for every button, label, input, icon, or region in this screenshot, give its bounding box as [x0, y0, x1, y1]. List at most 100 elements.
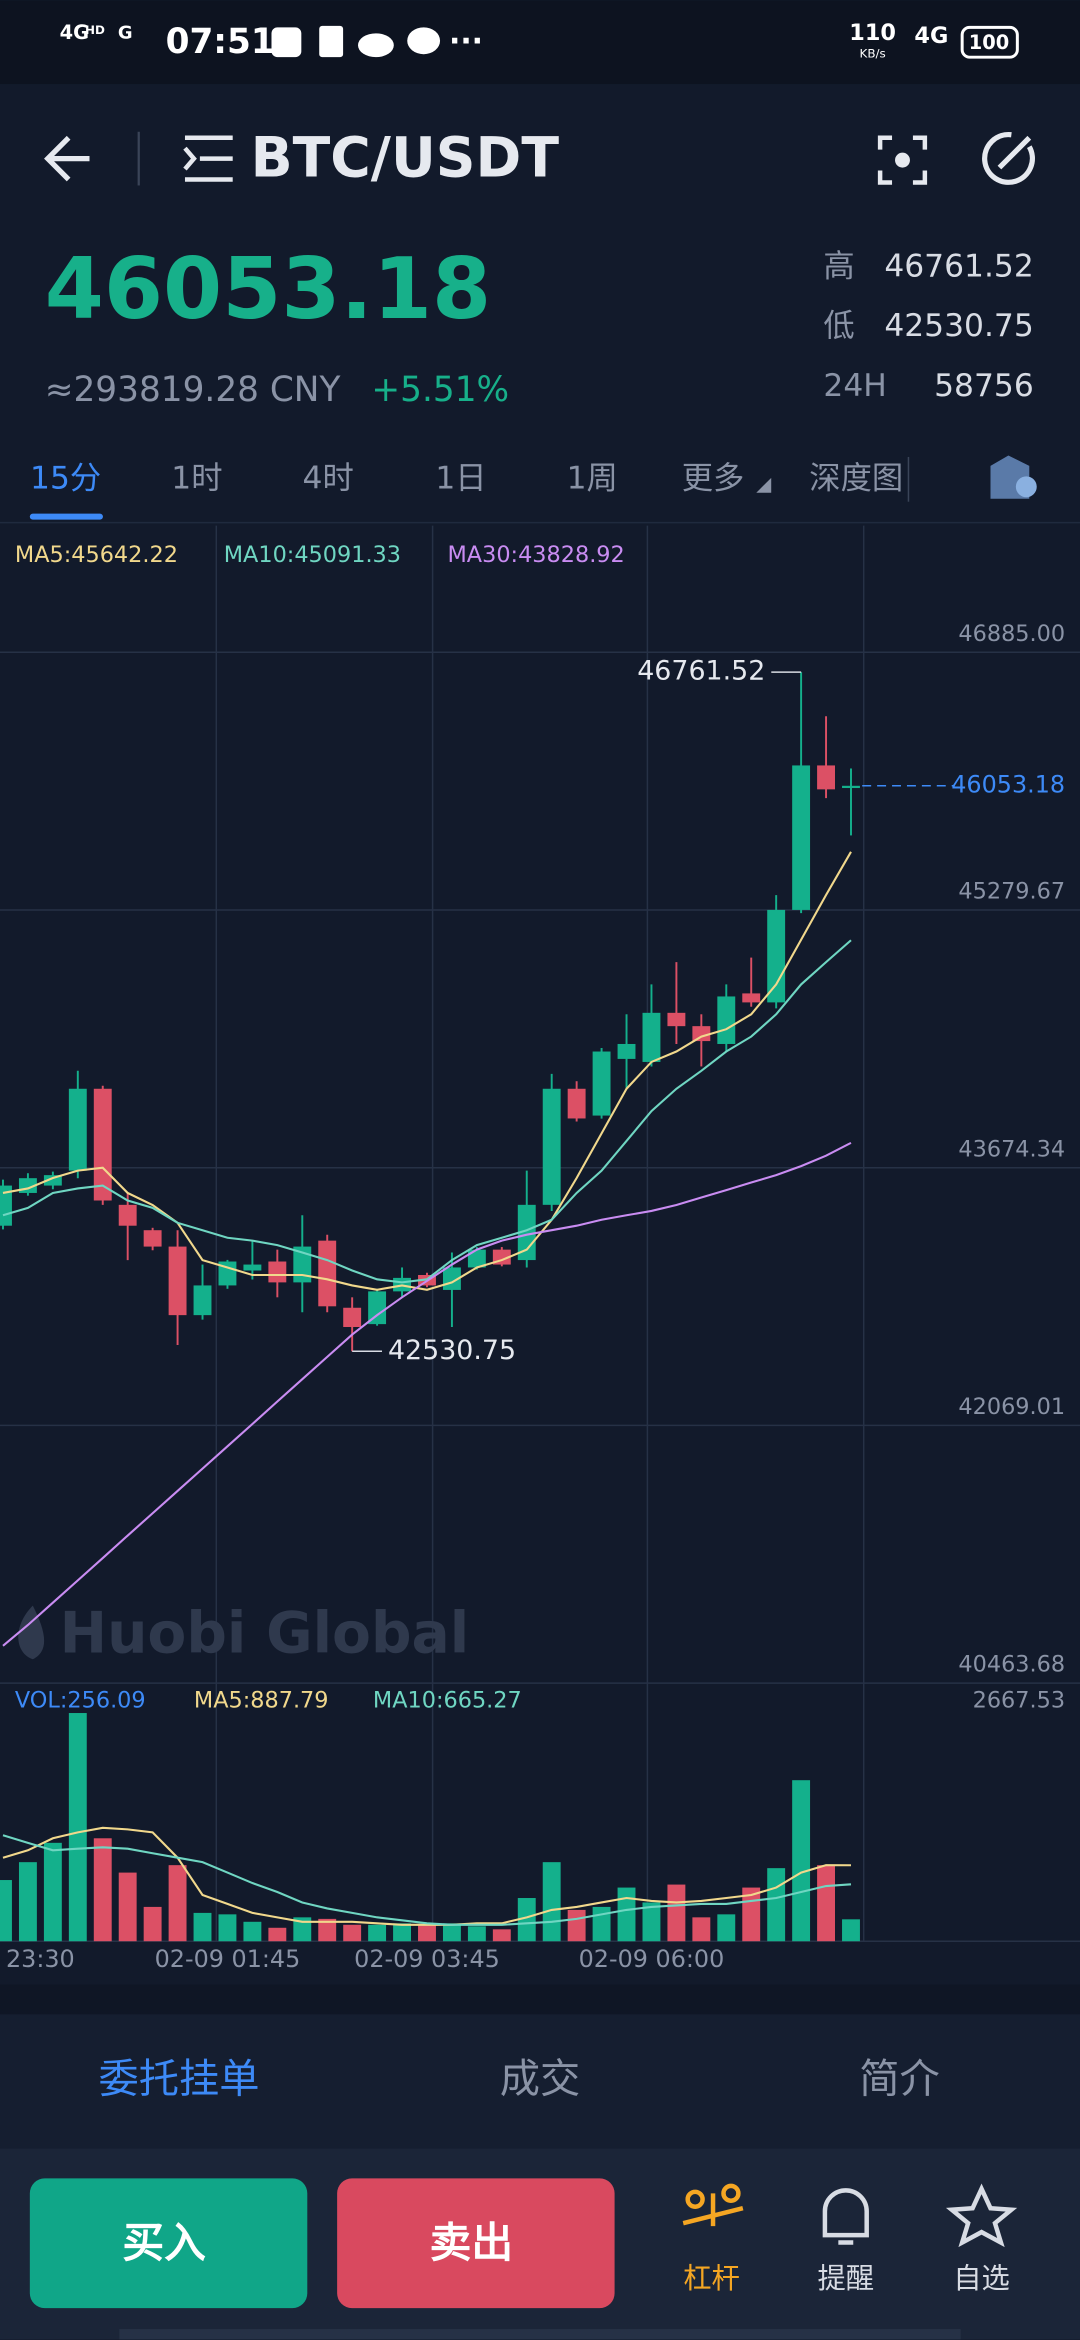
- candle-body: [218, 1261, 237, 1286]
- volume-bar: [168, 1865, 187, 1942]
- volume-bar: [293, 1917, 312, 1942]
- ma-line: [2, 851, 852, 1291]
- more-tab[interactable]: 更多: [682, 460, 745, 496]
- nav-label[interactable]: 自选: [953, 2262, 1010, 2295]
- volume-bar: [542, 1862, 561, 1942]
- pair: BTC/USDT: [251, 127, 560, 191]
- spacer: [0, 1984, 1080, 2015]
- home-indicator: [119, 2329, 961, 2340]
- ma-legend: MA5:45642.22: [15, 542, 178, 568]
- candle-body: [517, 1204, 536, 1261]
- x-tick-label: 23:30: [6, 1945, 75, 1973]
- candle-body: [93, 1088, 112, 1201]
- y-tick-label: 40463.68: [958, 1652, 1065, 1678]
- watermark-logo: [18, 1605, 45, 1660]
- ma-line: [2, 939, 852, 1284]
- volume-bar: [492, 1929, 511, 1942]
- leverage-icon-dot: [685, 2189, 705, 2209]
- watermark: Huobi Global: [60, 1601, 470, 1667]
- vol-legend: MA10:665.27: [373, 1688, 522, 1714]
- vol-ma-line: [2, 1826, 851, 1926]
- music-icon: [271, 27, 302, 58]
- candle-body: [817, 765, 836, 790]
- change: +5.51%: [371, 370, 509, 410]
- buy-button[interactable]: [29, 2178, 308, 2309]
- candle-body: [467, 1249, 486, 1268]
- volume-bar: [418, 1924, 436, 1942]
- sell-button[interactable]: [337, 2178, 615, 2309]
- interval-tab[interactable]: 1时: [171, 460, 222, 496]
- share-icon[interactable]: [982, 131, 1035, 185]
- bell-icon: [822, 2188, 869, 2245]
- candle-body: [143, 1230, 162, 1247]
- last-price: 46053.18: [45, 240, 491, 339]
- candle-body: [193, 1285, 212, 1316]
- volume-bar: [43, 1842, 62, 1942]
- volume-bar: [567, 1909, 586, 1942]
- candle-body: [268, 1261, 287, 1283]
- volume-bar: [243, 1921, 262, 1942]
- stat-label: 高: [823, 249, 854, 285]
- ma-legend: MA30:43828.92: [448, 542, 625, 568]
- candle-body: [68, 1088, 87, 1171]
- candle-body: [692, 1026, 711, 1042]
- vertical-grid: [215, 525, 865, 1942]
- star-icon: [945, 2183, 1018, 2248]
- more-dots: ···: [449, 24, 483, 59]
- volume-bar: [193, 1912, 212, 1942]
- stat-label: 低: [823, 308, 854, 344]
- candle-body: [318, 1240, 337, 1307]
- bottom-tab[interactable]: 委托挂单: [98, 2056, 259, 2102]
- interval-tab[interactable]: 4时: [303, 460, 354, 496]
- time: 07:51: [166, 22, 275, 62]
- volume-bar: [442, 1923, 461, 1942]
- candle-body: [542, 1088, 561, 1205]
- battery-level: 100: [969, 31, 1009, 54]
- volume-bar: [592, 1906, 611, 1942]
- scan-icon[interactable]: [877, 135, 928, 185]
- candle-body: [792, 765, 811, 910]
- nav-label[interactable]: 杠杆: [683, 2262, 740, 2295]
- cloud-icon: [358, 33, 394, 58]
- candle-body: [118, 1204, 137, 1226]
- candle-body: [43, 1175, 62, 1186]
- volume-bar: [467, 1926, 486, 1942]
- menu-icon[interactable]: [183, 135, 233, 182]
- nav-label[interactable]: 提醒: [817, 2262, 874, 2295]
- bottom-tabs: [0, 2014, 1080, 2149]
- candle-body: [767, 909, 786, 1003]
- vol-ma-line: [2, 1834, 852, 1926]
- leverage-icon-dot: [721, 2183, 741, 2204]
- cny-price: ≈293819.28 CNY: [45, 370, 342, 410]
- interval-tab[interactable]: 1日: [435, 460, 486, 496]
- back-button[interactable]: [44, 135, 90, 182]
- candle-body: [293, 1246, 312, 1283]
- volume-bar: [268, 1927, 287, 1942]
- candle-body: [368, 1291, 387, 1325]
- volume-bar: [18, 1862, 37, 1942]
- status-bar: [0, 0, 1080, 85]
- scan-dot: [895, 152, 910, 168]
- interval-tab[interactable]: 15分: [30, 460, 101, 496]
- volume-bar: [343, 1924, 362, 1942]
- volume-bar: [118, 1872, 137, 1942]
- leverage-icon: [682, 2193, 744, 2227]
- sell-label: 卖出: [430, 2218, 513, 2267]
- last-price-label: 46053.18: [951, 770, 1065, 798]
- task-icon: [319, 25, 344, 58]
- interval-tab[interactable]: 1周: [567, 460, 618, 496]
- bottom-tab[interactable]: 成交: [500, 2056, 581, 2102]
- candle-body: [567, 1088, 586, 1119]
- volume-bar: [517, 1898, 536, 1942]
- chat-icon: [407, 27, 441, 55]
- volume-bar: [393, 1923, 411, 1942]
- high-label: 46761.52: [637, 656, 765, 687]
- candle-body: [642, 1012, 661, 1062]
- low-label: 42530.75: [388, 1335, 516, 1366]
- candle-body: [617, 1043, 636, 1059]
- ma-legend: MA10:45091.33: [224, 542, 401, 568]
- depth-tab[interactable]: 深度图: [809, 460, 903, 496]
- bottom-tab[interactable]: 简介: [859, 2056, 940, 2102]
- candle-body: [592, 1051, 611, 1116]
